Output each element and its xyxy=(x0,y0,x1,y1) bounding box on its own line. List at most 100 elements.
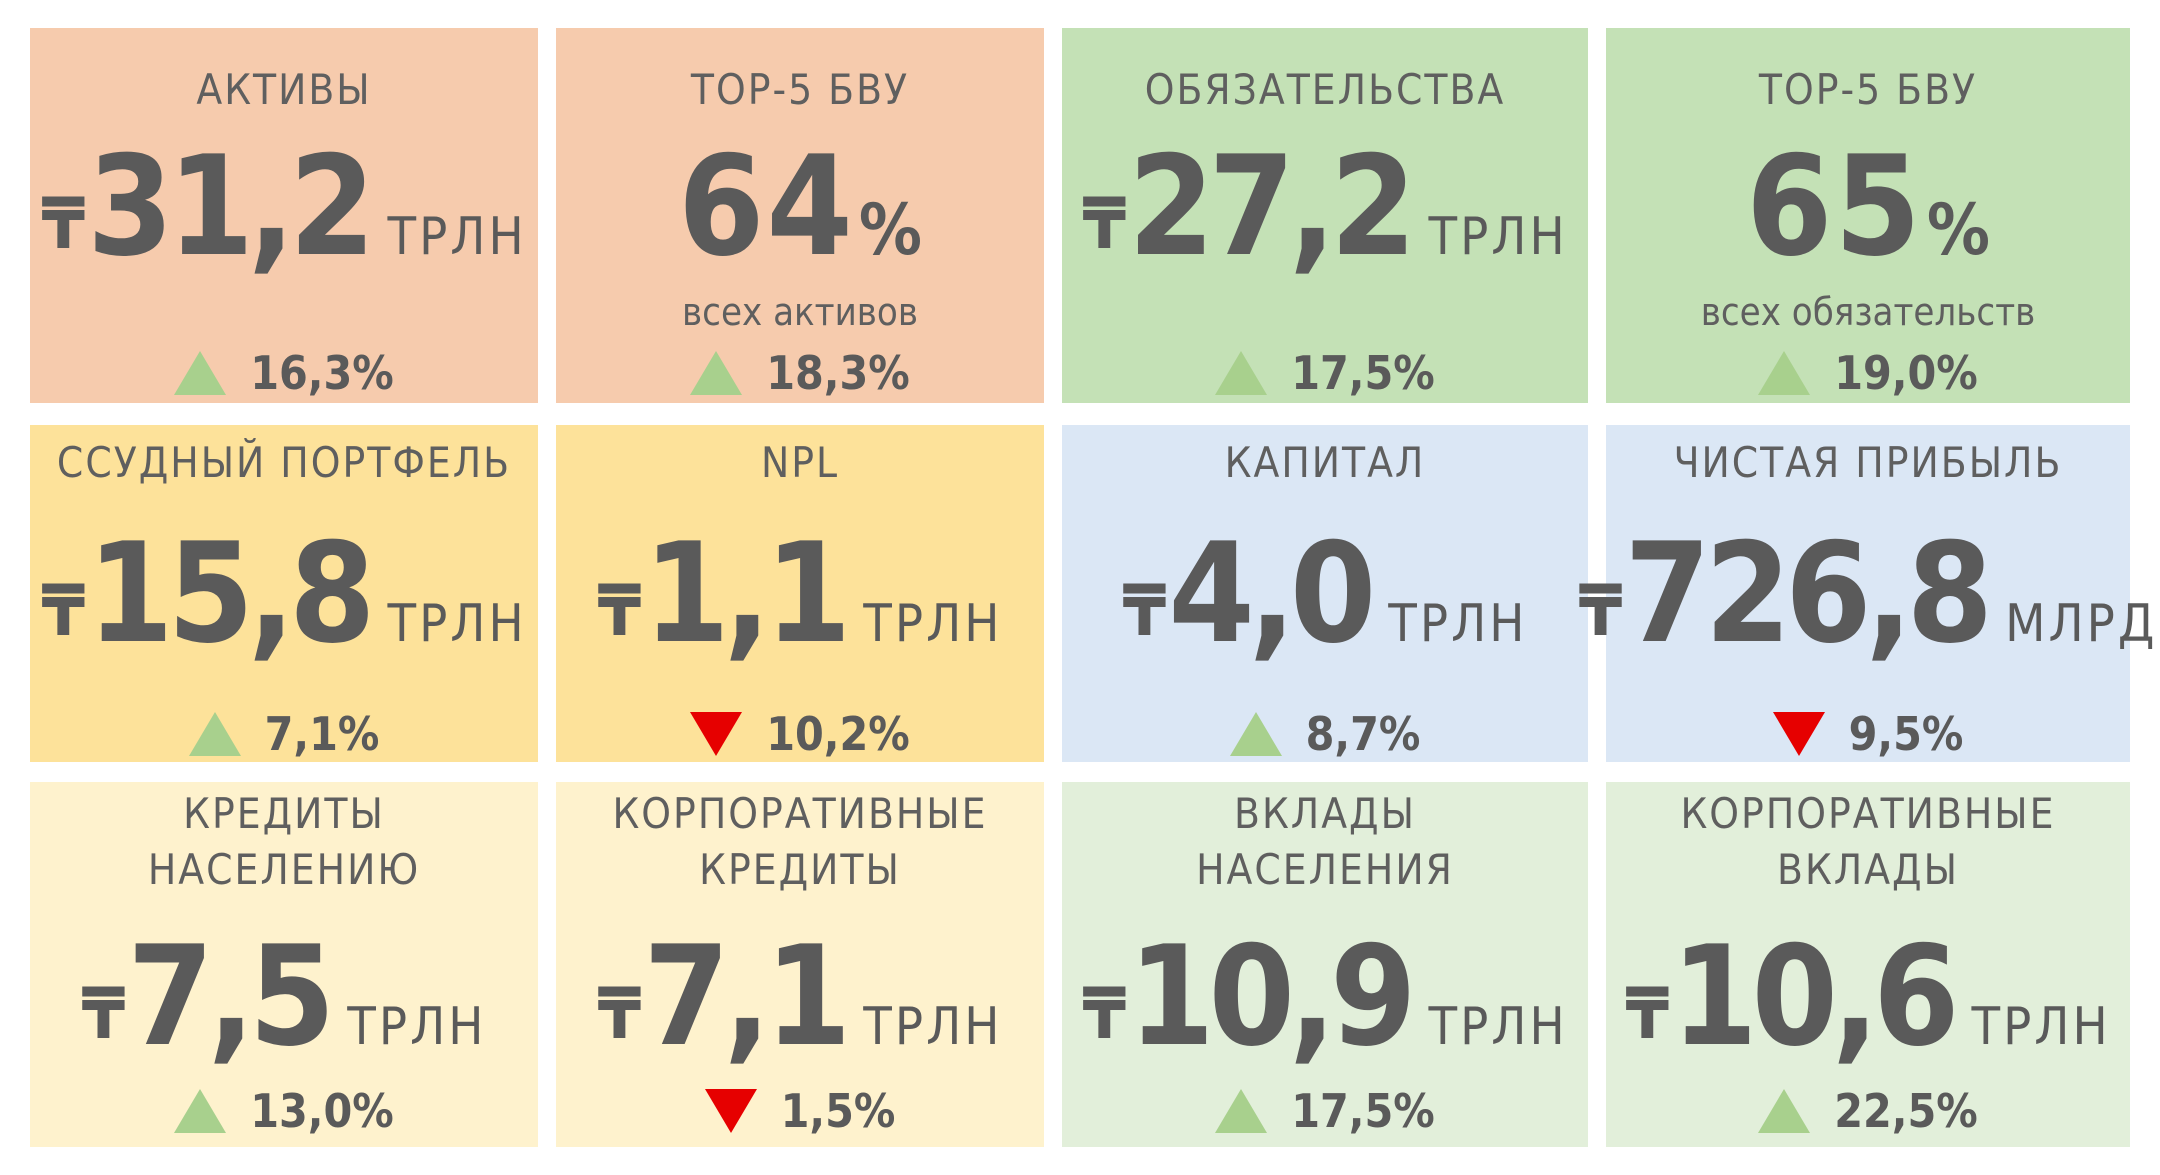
card-value: ₸ 7,1 ТРЛН xyxy=(556,928,1044,1066)
card-title-line1: ВКЛАДЫ xyxy=(1234,789,1416,838)
change-value: 10,2% xyxy=(766,707,910,761)
change-indicator: 16,3% xyxy=(30,346,538,400)
tenge-icon: ₸ xyxy=(597,973,642,1055)
value-number: 15,8 xyxy=(87,513,375,674)
card-title: ТОР-5 БВУ xyxy=(1758,65,1978,114)
tenge-icon: ₸ xyxy=(1625,973,1670,1055)
card-value: 64 % xyxy=(556,138,1044,276)
up-arrow-icon xyxy=(174,1089,227,1133)
tenge-icon: ₸ xyxy=(597,570,642,652)
tenge-icon: ₸ xyxy=(1082,973,1127,1055)
card-title-line2: ВКЛАДЫ xyxy=(1777,845,1959,894)
card-value: ₸ 4,0 ТРЛН xyxy=(1062,525,1588,663)
value-unit: ТРЛН xyxy=(863,594,1003,654)
change-value: 8,7% xyxy=(1305,707,1421,761)
card-title-line1: КРЕДИТЫ xyxy=(183,789,385,838)
tenge-icon: ₸ xyxy=(1122,570,1167,652)
value-unit: МЛРД xyxy=(2005,594,2158,654)
change-indicator: 9,5% xyxy=(1606,707,2130,761)
change-value: 1,5% xyxy=(780,1084,896,1138)
value-unit: ТРЛН xyxy=(387,594,527,654)
top5-liabilities-card: ТОР-5 БВУ 65 % всех обязательств 19,0% xyxy=(1606,28,2130,403)
npl-card: NPL ₸ 1,1 ТРЛН 10,2% xyxy=(556,425,1044,762)
assets-card: АКТИВЫ ₸ 31,2 ТРЛН 16,3% xyxy=(30,28,538,403)
card-subtitle: всех обязательств xyxy=(1700,290,2036,334)
value-number: 1,1 xyxy=(643,513,851,674)
card-title-line1: КОРПОРАТИВНЫЕ xyxy=(1680,789,2056,838)
change-value: 19,0% xyxy=(1834,346,1978,400)
up-arrow-icon xyxy=(690,351,743,395)
change-value: 16,3% xyxy=(250,346,394,400)
value-number: 726,8 xyxy=(1624,513,1993,674)
value-unit: ТРЛН xyxy=(1428,207,1568,267)
change-indicator: 7,1% xyxy=(30,707,538,761)
down-arrow-icon xyxy=(690,712,743,756)
liabilities-card: ОБЯЗАТЕЛЬСТВА ₸ 27,2 ТРЛН 17,5% xyxy=(1062,28,1588,403)
value-unit: ТРЛН xyxy=(347,997,487,1057)
up-arrow-icon xyxy=(1215,1089,1268,1133)
card-value: ₸ 31,2 ТРЛН xyxy=(30,138,538,276)
value-unit: % xyxy=(858,189,922,271)
up-arrow-icon xyxy=(188,712,241,756)
card-title-line2: КРЕДИТЫ xyxy=(699,845,901,894)
card-value: 65 % xyxy=(1606,138,2130,276)
change-value: 7,1% xyxy=(264,707,380,761)
change-value: 13,0% xyxy=(250,1084,394,1138)
card-title-line2: НАСЕЛЕНИЯ xyxy=(1196,845,1454,894)
card-title-line1: КОРПОРАТИВНЫЕ xyxy=(612,789,988,838)
card-value: ₸ 10,9 ТРЛН xyxy=(1062,928,1588,1066)
value-unit: ТРЛН xyxy=(387,207,527,267)
value-unit: % xyxy=(1926,189,1990,271)
card-title: КАПИТАЛ xyxy=(1224,438,1426,487)
top5-assets-card: ТОР-5 БВУ 64 % всех активов 18,3% xyxy=(556,28,1044,403)
value-number: 27,2 xyxy=(1128,126,1416,287)
tenge-icon: ₸ xyxy=(41,183,86,265)
value-unit: ТРЛН xyxy=(863,997,1003,1057)
card-title-line2: НАСЕЛЕНИЮ xyxy=(147,845,421,894)
up-arrow-icon xyxy=(1758,351,1811,395)
value-number: 4,0 xyxy=(1168,513,1376,674)
net-profit-card: ЧИСТАЯ ПРИБЫЛЬ ₸ 726,8 МЛРД 9,5% xyxy=(1579,425,2155,762)
change-indicator: 17,5% xyxy=(1062,346,1588,400)
change-value: 17,5% xyxy=(1291,1084,1435,1138)
change-value: 22,5% xyxy=(1834,1084,1978,1138)
down-arrow-icon xyxy=(704,1089,757,1133)
retail-deposits-card: ВКЛАДЫ НАСЕЛЕНИЯ ₸ 10,9 ТРЛН 17,5% xyxy=(1062,782,1588,1147)
card-value: ₸ 15,8 ТРЛН xyxy=(30,525,538,663)
change-indicator: 22,5% xyxy=(1606,1084,2130,1138)
value-number: 10,9 xyxy=(1128,916,1416,1077)
tenge-icon: ₸ xyxy=(41,570,86,652)
retail-loans-card: КРЕДИТЫ НАСЕЛЕНИЮ ₸ 7,5 ТРЛН 13,0% xyxy=(30,782,538,1147)
change-indicator: 19,0% xyxy=(1606,346,2130,400)
down-arrow-icon xyxy=(1772,712,1825,756)
value-number: 7,1 xyxy=(643,916,851,1077)
up-arrow-icon xyxy=(1758,1089,1811,1133)
value-unit: ТРЛН xyxy=(1388,594,1528,654)
card-value: ₸ 726,8 МЛРД xyxy=(1579,513,2155,674)
value-number: 64 xyxy=(678,126,855,287)
card-title: АКТИВЫ xyxy=(196,65,372,114)
capital-card: КАПИТАЛ ₸ 4,0 ТРЛН 8,7% xyxy=(1062,425,1588,762)
card-value: ₸ 7,5 ТРЛН xyxy=(30,928,538,1066)
tenge-icon: ₸ xyxy=(1082,183,1127,265)
card-subtitle: всех активов xyxy=(682,290,918,334)
value-unit: ТРЛН xyxy=(1971,997,2111,1057)
card-title: ЧИСТАЯ ПРИБЫЛЬ xyxy=(1673,438,2063,487)
tenge-icon: ₸ xyxy=(81,973,126,1055)
value-unit: ТРЛН xyxy=(1428,997,1568,1057)
change-value: 17,5% xyxy=(1291,346,1435,400)
change-value: 18,3% xyxy=(766,346,910,400)
card-title: ТОР-5 БВУ xyxy=(690,65,910,114)
value-number: 31,2 xyxy=(87,126,375,287)
change-indicator: 17,5% xyxy=(1062,1084,1588,1138)
up-arrow-icon xyxy=(174,351,227,395)
value-number: 10,6 xyxy=(1671,916,1959,1077)
card-value: ₸ 27,2 ТРЛН xyxy=(1062,138,1588,276)
change-indicator: 1,5% xyxy=(556,1084,1044,1138)
value-number: 65 xyxy=(1746,126,1923,287)
card-title: NPL xyxy=(760,438,840,487)
card-value: ₸ 1,1 ТРЛН xyxy=(556,525,1044,663)
change-indicator: 13,0% xyxy=(30,1084,538,1138)
up-arrow-icon xyxy=(1229,712,1282,756)
card-title: ОБЯЗАТЕЛЬСТВА xyxy=(1144,65,1506,114)
